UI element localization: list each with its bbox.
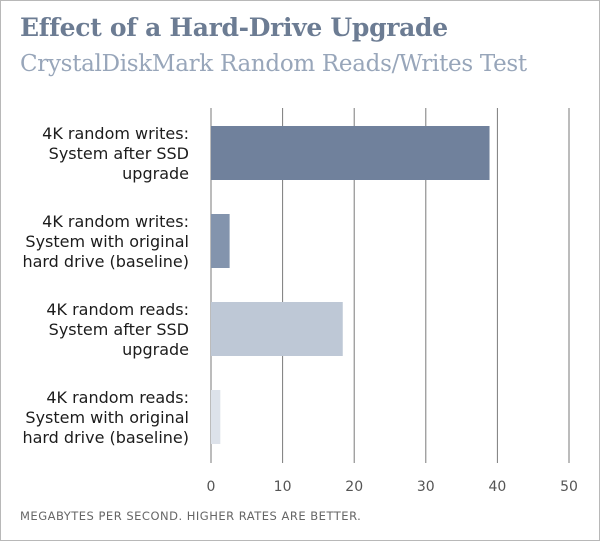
bar-0 xyxy=(211,126,490,180)
x-tick-label-4: 40 xyxy=(488,479,506,495)
bar-1 xyxy=(211,214,230,268)
bar-2 xyxy=(211,302,343,356)
chart-title: Effect of a Hard-Drive Upgrade xyxy=(20,13,448,42)
bar-3 xyxy=(211,390,221,444)
x-tick-label-3: 30 xyxy=(417,479,435,495)
category-label-0: 4K random writes: System after SSD upgrade xyxy=(42,124,189,183)
x-tick-label-5: 50 xyxy=(560,479,578,495)
x-tick-label-0: 0 xyxy=(207,479,216,495)
chart-subtitle: CrystalDiskMark Random Reads/Writes Test xyxy=(20,51,527,77)
category-label-3: 4K random reads: System with original hard… xyxy=(22,388,189,447)
x-axis-caption: MEGABYTES PER SECOND. HIGHER RATES ARE B… xyxy=(20,509,362,523)
category-label-2: 4K random reads: System after SSD upgrade xyxy=(46,300,189,359)
category-label-1: 4K random writes: System with original har… xyxy=(22,212,189,271)
x-tick-label-2: 20 xyxy=(345,479,363,495)
x-tick-label-1: 10 xyxy=(274,479,292,495)
